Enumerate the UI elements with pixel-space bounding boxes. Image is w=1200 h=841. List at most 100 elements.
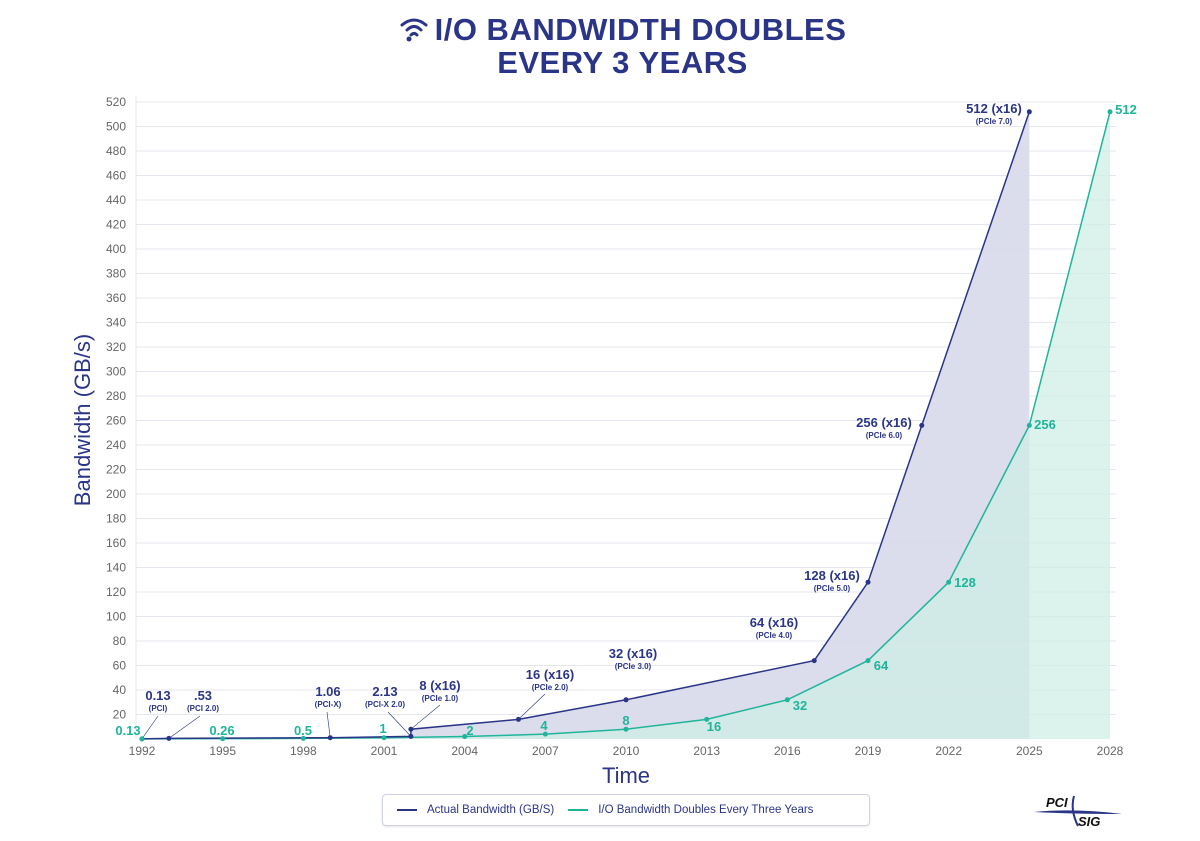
doubling-data-label: 256 [1034, 417, 1056, 432]
y-tick-label: 160 [106, 536, 126, 550]
doubling-point [623, 726, 629, 732]
actual-data-sublabel: (PCI) [149, 704, 168, 713]
doubling-data-label: 16 [707, 719, 721, 734]
doubling-point [1107, 109, 1113, 115]
y-tick-label: 140 [106, 561, 126, 575]
x-tick-label: 2013 [693, 744, 720, 758]
x-tick-label: 2004 [451, 744, 478, 758]
y-tick-label: 60 [113, 659, 127, 673]
chart-title-line1: I/O BANDWIDTH DOUBLES [434, 12, 847, 47]
y-tick-label: 380 [106, 267, 126, 281]
y-tick-label: 400 [106, 242, 126, 256]
x-tick-label: 2007 [532, 744, 559, 758]
actual-data-label: 64 (x16) [750, 615, 798, 630]
legend-swatch-actual [397, 809, 417, 811]
x-tick-label: 2001 [371, 744, 398, 758]
y-tick-label: 240 [106, 438, 126, 452]
x-tick-label: 1995 [209, 744, 236, 758]
y-tick-label: 500 [106, 120, 126, 134]
actual-data-label: 512 (x16) [966, 101, 1022, 116]
actual-point [919, 422, 925, 428]
y-tick-label: 20 [113, 708, 127, 722]
doubling-data-label: 4 [540, 718, 548, 733]
actual-data-label: 2.13 [372, 684, 397, 699]
doubling-data-label: 512 [1115, 102, 1137, 117]
doubling-point [462, 734, 468, 740]
doubling-data-label: 128 [954, 575, 976, 590]
y-tick-label: 80 [113, 634, 127, 648]
legend-item-actual[interactable]: Actual Bandwidth (GB/S) [397, 804, 554, 816]
actual-data-label: 1.06 [315, 684, 340, 699]
doubling-data-label: 2 [466, 723, 473, 738]
doubling-data-label: 8 [622, 713, 629, 728]
doubling-data-label: 0.26 [209, 723, 234, 738]
legend-swatch-doubling [568, 809, 589, 811]
x-tick-label: 2022 [935, 744, 962, 758]
doubling-point [381, 735, 387, 741]
actual-data-label: 32 (x16) [609, 646, 657, 661]
actual-data-sublabel: (PCI-X) [315, 700, 342, 709]
legend-label-actual: Actual Bandwidth (GB/S) [427, 804, 555, 816]
actual-data-label: 0.13 [145, 688, 170, 703]
y-tick-label: 220 [106, 463, 126, 477]
chart-title-line2: EVERY 3 YEARS [497, 45, 748, 81]
doubling-data-label: 0.13 [115, 723, 140, 738]
y-tick-label: 440 [106, 193, 126, 207]
y-tick-label: 40 [113, 683, 127, 697]
actual-data-label: 256 (x16) [856, 415, 912, 430]
legend: Actual Bandwidth (GB/S) I/O Bandwidth Do… [382, 794, 870, 826]
actual-point [408, 726, 414, 732]
actual-data-sublabel: (PCI 2.0) [187, 704, 219, 713]
y-tick-label: 320 [106, 340, 126, 354]
actual-point [408, 733, 414, 739]
doubling-point [542, 731, 548, 737]
y-tick-label: 300 [106, 365, 126, 379]
actual-point [623, 697, 629, 703]
x-tick-label: 1998 [290, 744, 317, 758]
actual-data-sublabel: (PCIe 6.0) [866, 431, 903, 440]
logo-text-sig: SIG [1078, 814, 1100, 828]
doubling-point [704, 716, 710, 722]
x-tick-label: 2019 [855, 744, 882, 758]
doubling-point [220, 736, 226, 742]
actual-point [811, 658, 817, 664]
actual-data-sublabel: (PCI-X 2.0) [365, 700, 405, 709]
doubling-point [1026, 422, 1032, 428]
actual-data-sublabel: (PCIe 3.0) [615, 662, 652, 671]
y-tick-label: 340 [106, 316, 126, 330]
label-leader-line [387, 711, 412, 737]
actual-data-label: 128 (x16) [804, 568, 860, 583]
y-tick-label: 280 [106, 389, 126, 403]
x-tick-label: 2025 [1016, 744, 1043, 758]
actual-data-sublabel: (PCIe 1.0) [422, 694, 459, 703]
y-tick-label: 100 [106, 610, 126, 624]
actual-point [515, 716, 521, 722]
wifi-icon [399, 16, 429, 47]
y-tick-label: 180 [106, 512, 126, 526]
doubling-data-label: 64 [874, 658, 889, 673]
pci-sig-logo: PCI SIG [1034, 794, 1124, 829]
label-leader-line [168, 715, 201, 739]
label-leader-line [141, 715, 159, 740]
y-tick-label: 120 [106, 585, 126, 599]
actual-point [166, 735, 172, 741]
logo-text-pci: PCI [1046, 795, 1068, 810]
y-tick-label: 520 [106, 95, 126, 109]
x-tick-label: 2010 [613, 744, 640, 758]
y-tick-label: 200 [106, 487, 126, 501]
doubling-point [865, 658, 871, 664]
doubling-area [142, 111, 1110, 740]
actual-data-label: 8 (x16) [419, 678, 460, 693]
y-tick-label: 420 [106, 218, 126, 232]
x-axis-title: Time [602, 763, 650, 788]
actual-point [865, 579, 871, 585]
doubling-data-label: 32 [793, 698, 807, 713]
actual-data-label: 16 (x16) [526, 667, 574, 682]
y-axis-title: Bandwidth (GB/s) [70, 334, 95, 506]
y-tick-label: 480 [106, 144, 126, 158]
legend-label-doubling: I/O Bandwidth Doubles Every Three Years [598, 804, 814, 816]
legend-item-doubling[interactable]: I/O Bandwidth Doubles Every Three Years [568, 804, 813, 816]
actual-data-sublabel: (PCIe 2.0) [532, 683, 569, 692]
actual-data-sublabel: (PCIe 5.0) [814, 584, 851, 593]
